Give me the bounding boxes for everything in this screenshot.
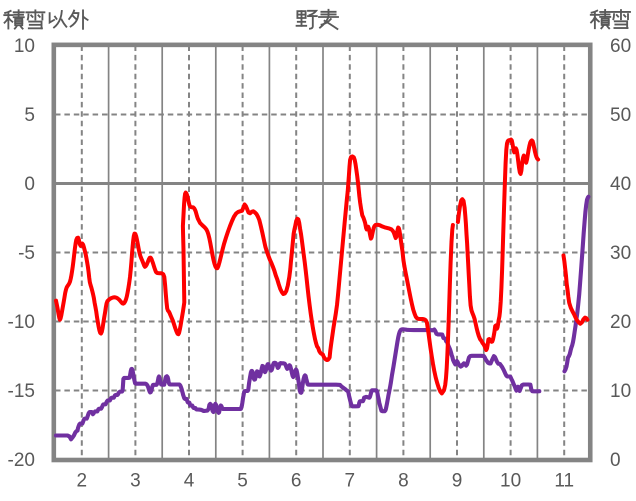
svg-text:10: 10 (610, 381, 631, 402)
svg-text:5: 5 (24, 105, 35, 126)
svg-text:2: 2 (77, 471, 88, 492)
svg-text:30: 30 (610, 243, 631, 264)
svg-text:10: 10 (14, 36, 35, 57)
svg-text:50: 50 (610, 105, 631, 126)
svg-text:6: 6 (291, 471, 302, 492)
svg-text:5: 5 (237, 471, 248, 492)
svg-text:0: 0 (24, 174, 35, 195)
svg-text:0: 0 (610, 450, 621, 471)
svg-text:20: 20 (610, 312, 631, 333)
svg-text:11: 11 (554, 471, 574, 492)
svg-text:40: 40 (610, 174, 631, 195)
svg-text:-20: -20 (8, 450, 35, 471)
svg-text:-5: -5 (18, 243, 35, 264)
svg-text:8: 8 (398, 471, 409, 492)
svg-text:3: 3 (130, 471, 141, 492)
svg-text:10: 10 (500, 471, 521, 492)
svg-text:-10: -10 (8, 312, 35, 333)
svg-text:60: 60 (610, 36, 631, 57)
svg-text:7: 7 (345, 471, 356, 492)
svg-text:4: 4 (184, 471, 195, 492)
svg-text:-15: -15 (8, 381, 35, 402)
svg-text:9: 9 (452, 471, 463, 492)
